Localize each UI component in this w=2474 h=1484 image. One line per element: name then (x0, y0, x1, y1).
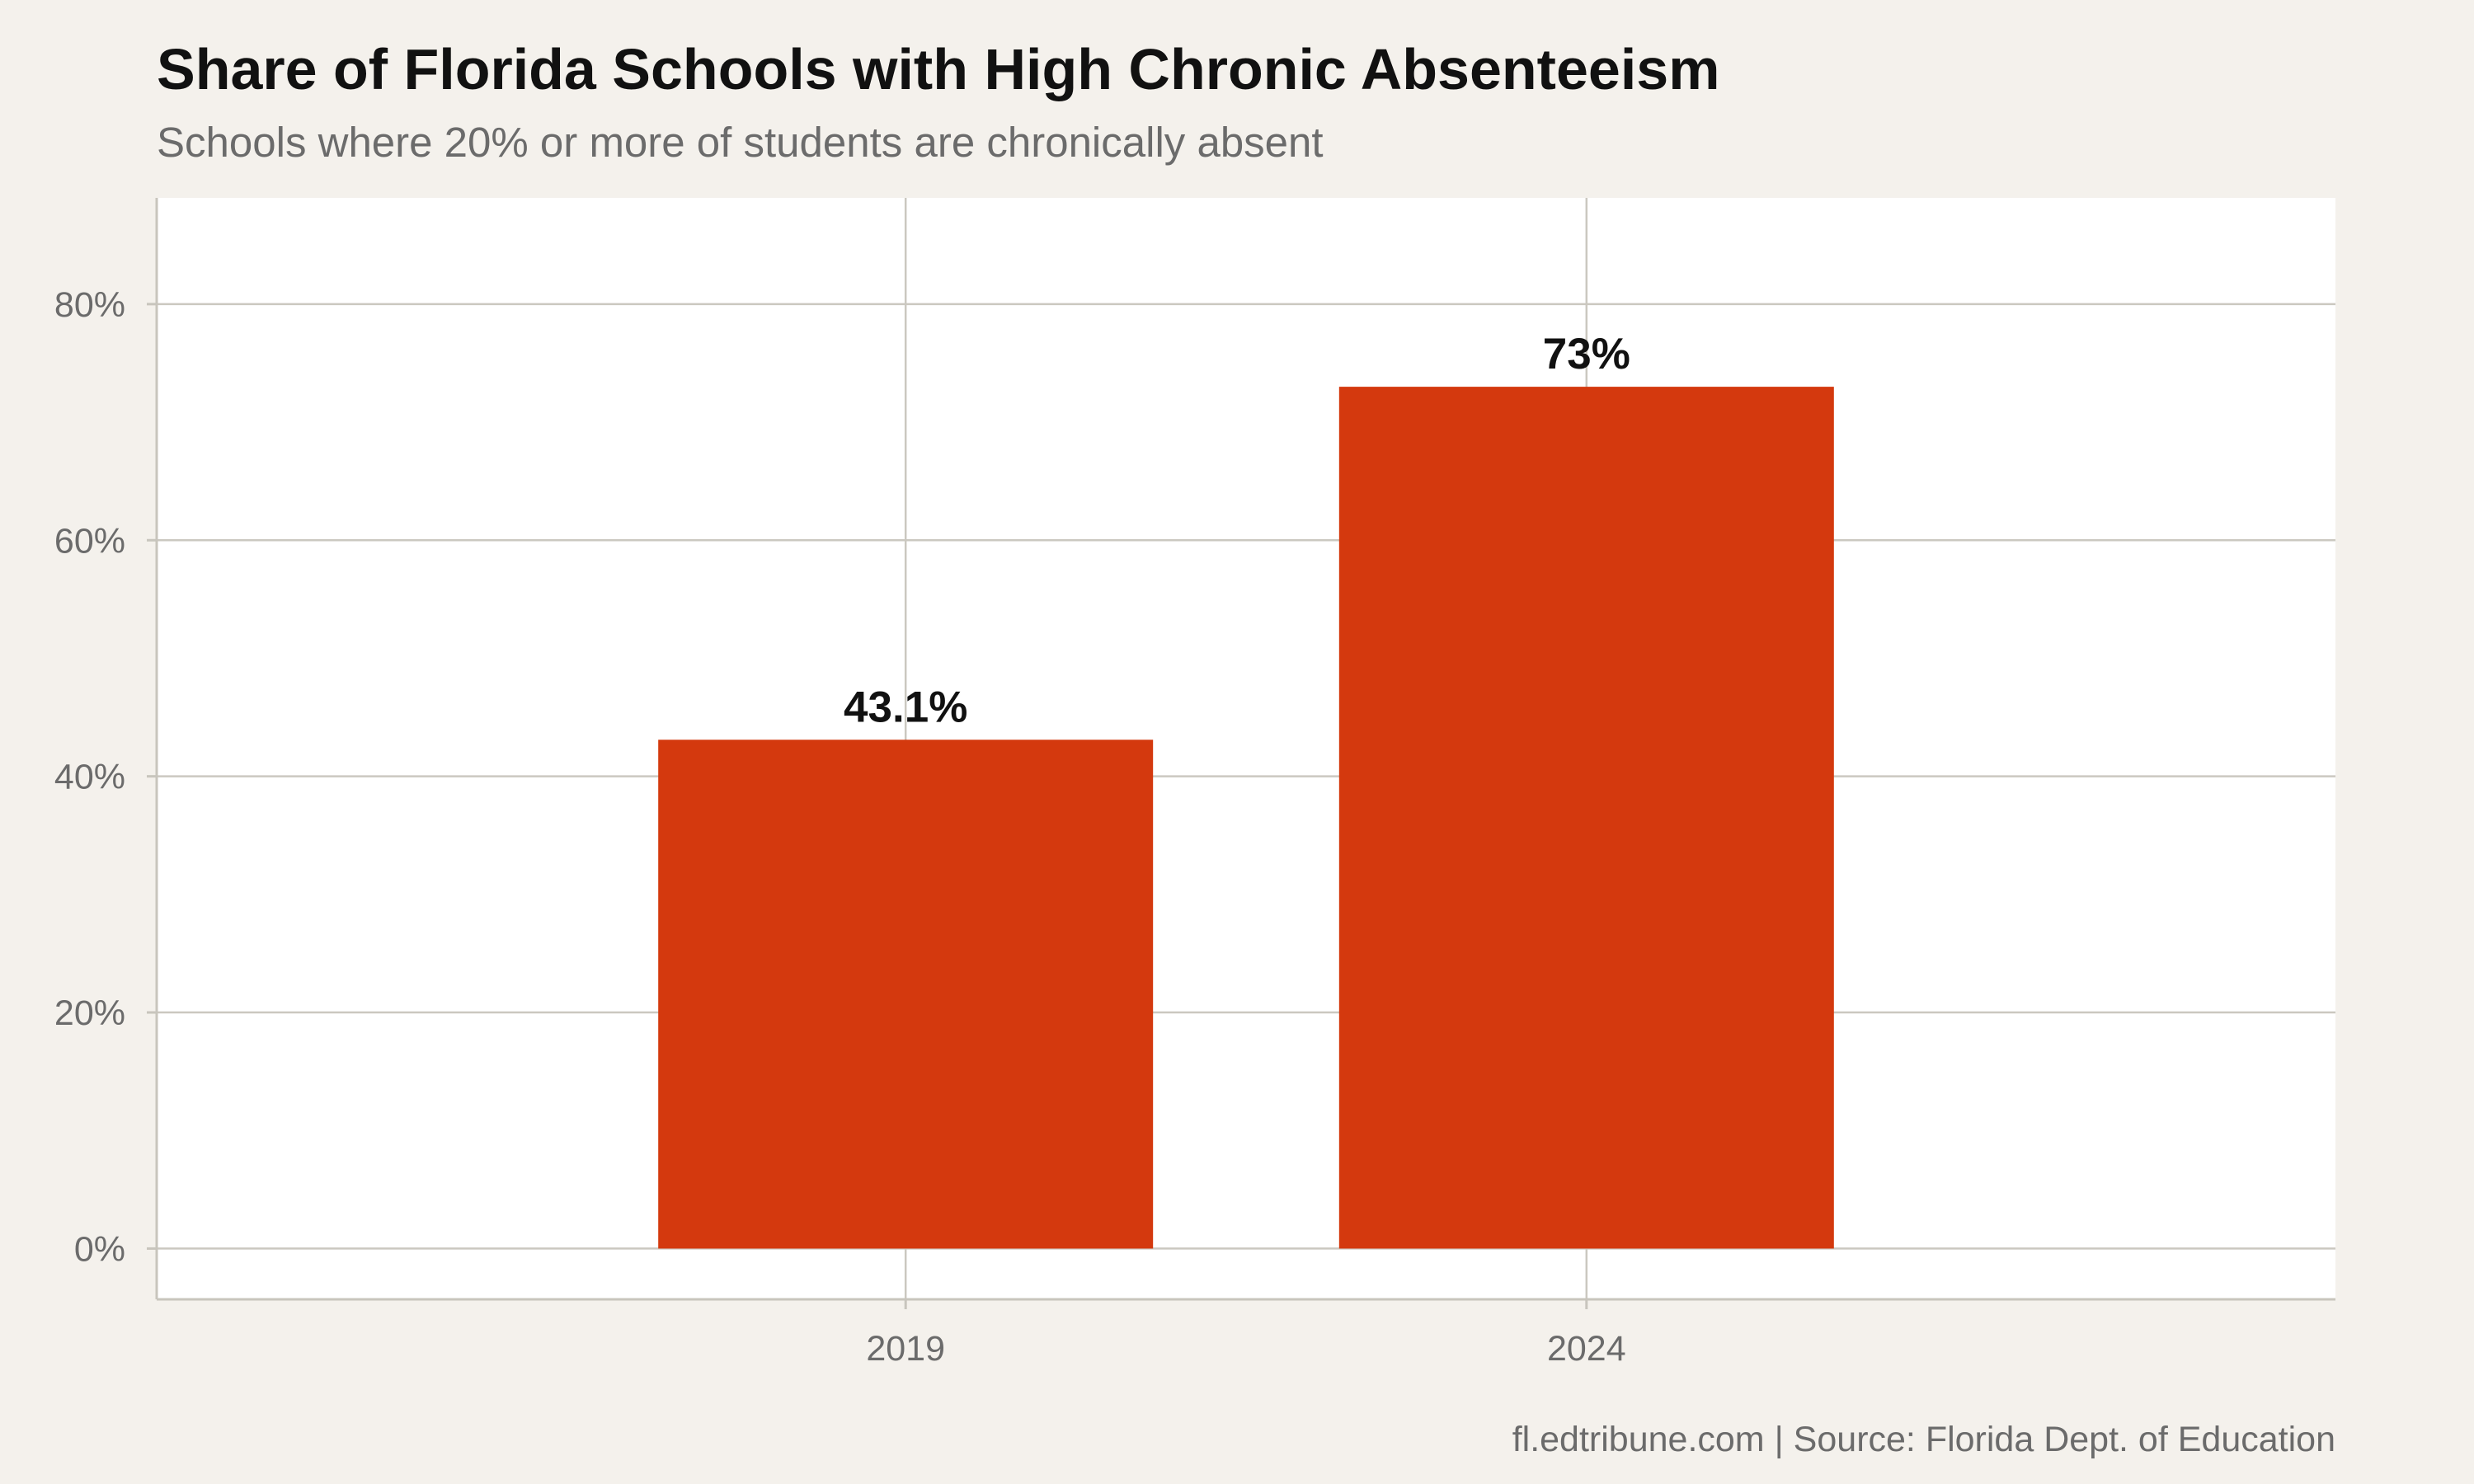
axes (147, 198, 2335, 1309)
y-tick-label: 60% (54, 521, 125, 561)
y-tick-label: 20% (54, 993, 125, 1033)
labels: 0% 20% 40% 60% 80% 2019 2024 43.1% 73% (54, 285, 1630, 1369)
chart-subtitle: Schools where 20% or more of students ar… (157, 119, 1324, 166)
plot-panel (157, 198, 2335, 1299)
y-tick-label: 40% (54, 758, 125, 797)
x-tick-label: 2024 (1547, 1329, 1626, 1369)
x-tick-label: 2019 (866, 1329, 945, 1369)
chart-caption: fl.edtribune.com | Source: Florida Dept.… (1512, 1420, 2335, 1459)
bar-2024 (1338, 387, 1834, 1249)
y-tick-label: 0% (74, 1229, 125, 1269)
bars (658, 387, 1834, 1249)
bar-data-label: 43.1% (844, 683, 967, 731)
chart-title: Share of Florida Schools with High Chron… (157, 37, 1719, 101)
bar-data-label: 73% (1543, 330, 1630, 378)
y-tick-label: 80% (54, 285, 125, 325)
bar-2019 (658, 740, 1154, 1249)
